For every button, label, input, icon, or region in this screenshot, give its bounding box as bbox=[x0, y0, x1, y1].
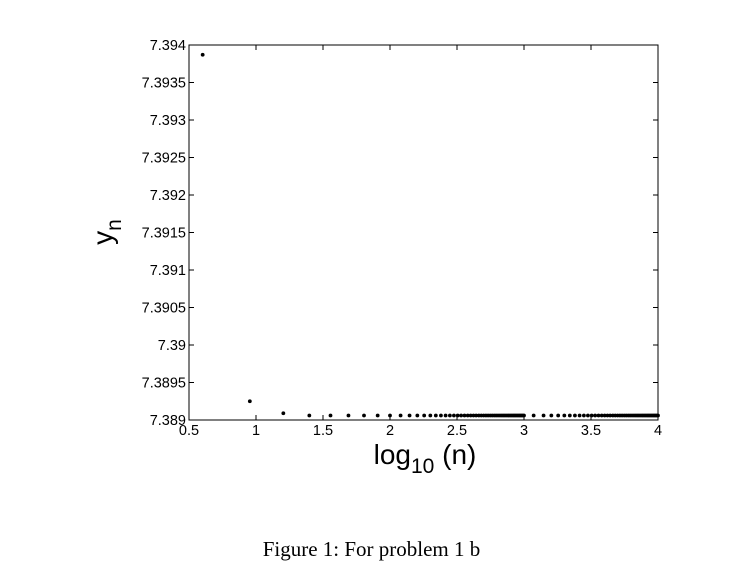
x-tick-label: 4 bbox=[654, 423, 662, 439]
y-tick-label: 7.39 bbox=[158, 338, 186, 354]
data-point bbox=[459, 414, 463, 418]
data-point bbox=[201, 53, 205, 57]
data-point bbox=[434, 414, 438, 418]
data-point bbox=[281, 411, 285, 415]
data-point bbox=[422, 414, 426, 418]
y-tick-label: 7.3905 bbox=[142, 301, 186, 317]
data-point bbox=[408, 414, 412, 418]
data-point bbox=[415, 414, 419, 418]
x-axis-label: log10 (n) bbox=[374, 439, 477, 478]
y-tick-label: 7.3915 bbox=[142, 226, 186, 242]
y-tick-label: 7.3895 bbox=[142, 376, 186, 392]
y-tick-label: 7.389 bbox=[150, 413, 186, 429]
data-point bbox=[556, 414, 560, 418]
y-tick-label: 7.391 bbox=[150, 263, 186, 279]
data-point bbox=[347, 414, 351, 418]
data-point bbox=[593, 414, 597, 418]
data-point bbox=[248, 399, 252, 403]
data-point bbox=[307, 414, 311, 418]
data-point bbox=[388, 414, 392, 418]
data-point bbox=[656, 414, 660, 418]
x-tick-label: 3 bbox=[520, 423, 528, 439]
y-tick-label: 7.393 bbox=[150, 113, 186, 129]
data-point bbox=[532, 414, 536, 418]
data-point bbox=[562, 414, 566, 418]
x-tick-label: 2.5 bbox=[447, 423, 467, 439]
y-tick-label: 7.392 bbox=[150, 188, 186, 204]
data-point bbox=[573, 414, 577, 418]
data-point bbox=[448, 414, 452, 418]
data-point bbox=[444, 414, 448, 418]
x-tick-label: 1.5 bbox=[313, 423, 333, 439]
x-tick-label: 2 bbox=[386, 423, 394, 439]
data-point bbox=[399, 414, 403, 418]
data-point bbox=[568, 414, 572, 418]
plot-area bbox=[189, 45, 658, 420]
data-point bbox=[362, 414, 366, 418]
data-point bbox=[428, 414, 432, 418]
data-point bbox=[586, 414, 590, 418]
x-tick-label: 3.5 bbox=[581, 423, 601, 439]
data-point bbox=[376, 414, 380, 418]
x-tick-label: 1 bbox=[252, 423, 260, 439]
data-point bbox=[329, 414, 333, 418]
y-tick-label: 7.3925 bbox=[142, 151, 186, 167]
data-point bbox=[452, 414, 456, 418]
y-tick-label: 7.3935 bbox=[142, 76, 186, 92]
data-point bbox=[549, 414, 553, 418]
y-tick-label: 7.394 bbox=[150, 38, 186, 54]
y-axis-label: yn bbox=[87, 219, 126, 245]
figure-caption: Figure 1: For problem 1 b bbox=[0, 537, 743, 562]
data-point bbox=[542, 414, 546, 418]
data-point bbox=[439, 414, 443, 418]
data-point bbox=[522, 414, 526, 418]
data-point bbox=[578, 414, 582, 418]
data-point bbox=[590, 414, 594, 418]
data-point bbox=[582, 414, 586, 418]
data-point bbox=[456, 414, 460, 418]
